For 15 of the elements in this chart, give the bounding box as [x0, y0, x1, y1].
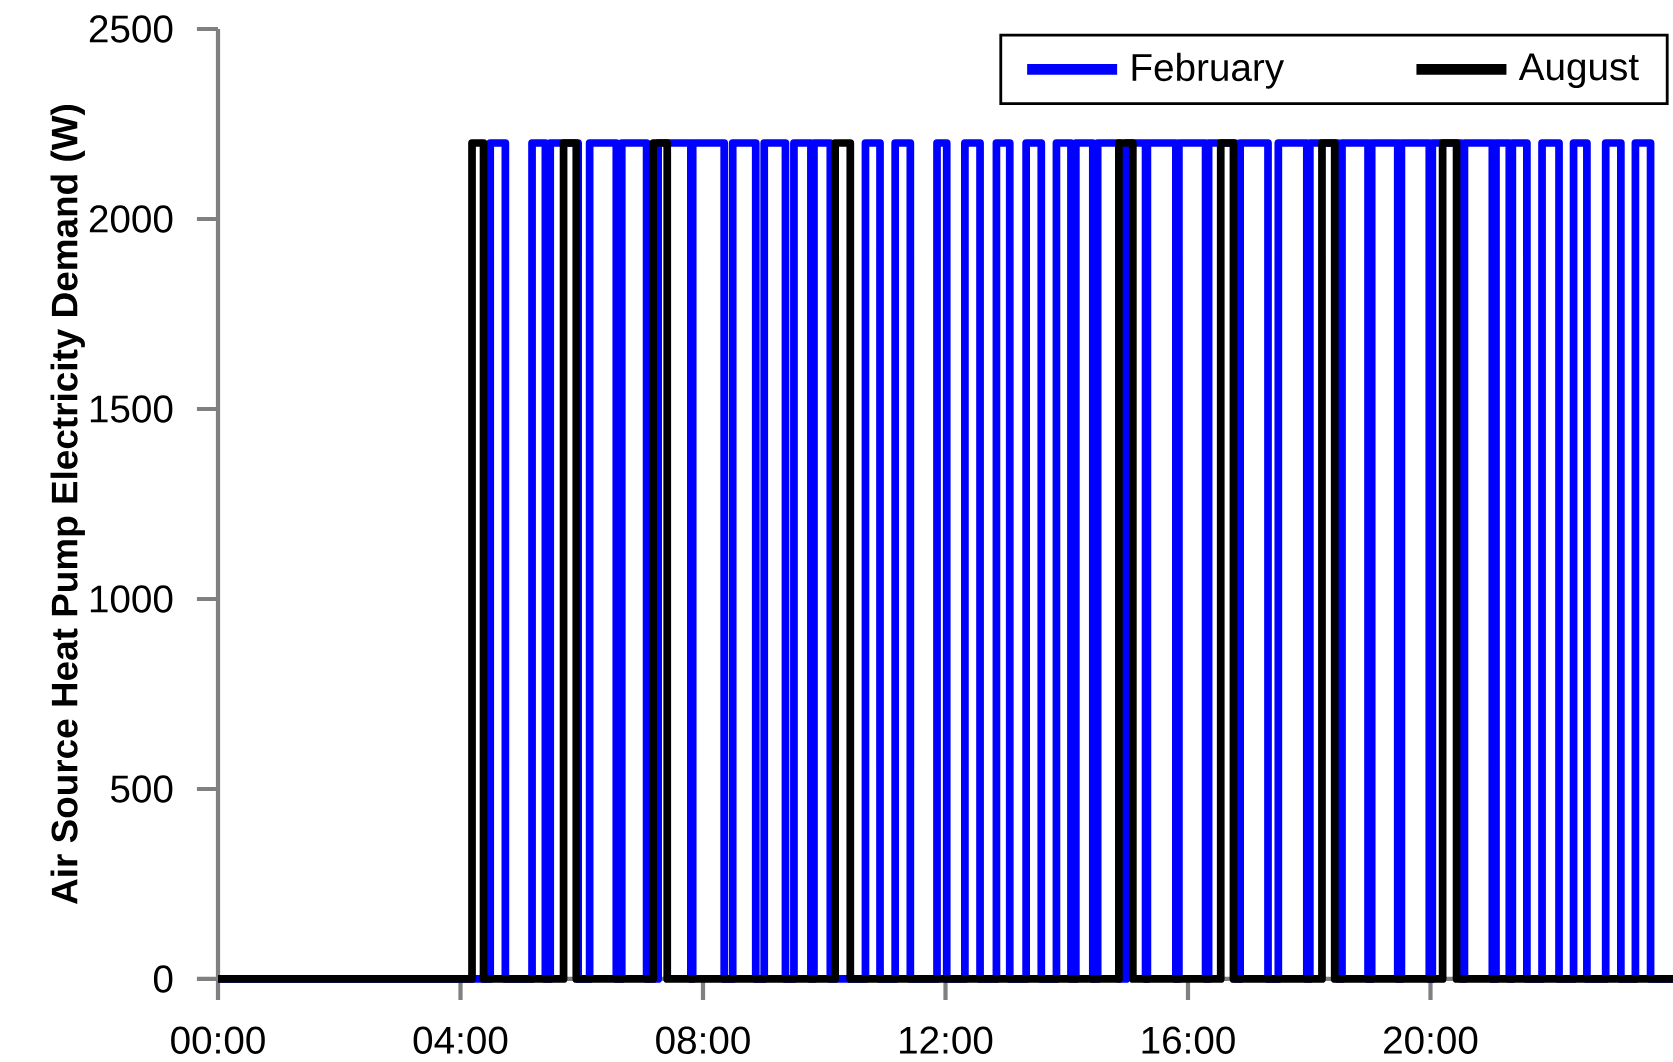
y-axis-title: Air Source Heat Pump Electricity Demand (W) [50, 105, 85, 904]
y-tick-label: 500 [110, 775, 173, 803]
x-tick-label: 04:00 [413, 1026, 508, 1054]
y-tick-label: 2000 [89, 205, 173, 233]
y-tick-label: 0 [153, 965, 173, 993]
x-tick-label: 12:00 [900, 1026, 993, 1054]
x-tick-label: 16:00 [1142, 1026, 1235, 1054]
x-tick-label: 20:00 [1384, 1026, 1478, 1054]
y-tick-label: 1000 [90, 585, 173, 613]
y-tick-label: 2500 [89, 15, 173, 43]
y-tick-label: 1500 [90, 395, 173, 423]
legend-label: August [1518, 53, 1639, 89]
x-tick-label: 08:00 [656, 1026, 750, 1054]
legend-label: February [1132, 52, 1285, 89]
x-tick-label: 00:00 [171, 1026, 265, 1054]
